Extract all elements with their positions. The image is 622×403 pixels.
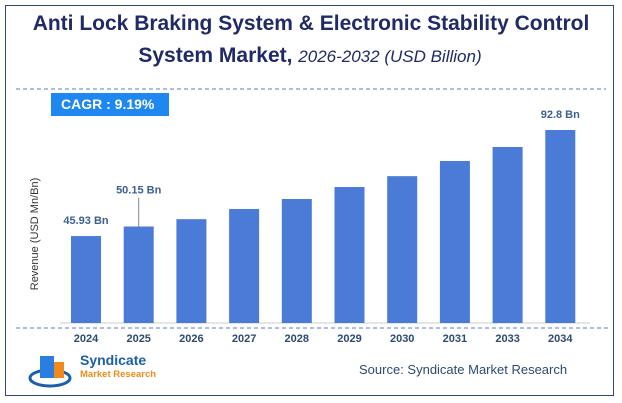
bar-2028 [281,199,312,323]
bar-2033 [492,146,523,323]
chart-subtitle: 2026-2032 (USD Billion) [298,47,482,66]
bar-2025 [123,226,154,323]
bar-2030 [387,176,418,323]
chart-title: Anti Lock Braking System & Electronic St… [32,12,590,35]
x-tick-label: 2028 [285,333,309,345]
bar-2027 [229,208,260,323]
bar-2029 [334,187,365,323]
x-tick-label: 2031 [443,333,467,345]
data-label: 92.8 Bn [541,109,580,121]
bar-2031 [439,161,470,323]
x-tick-label: 2029 [337,333,361,345]
data-label: 45.93 Bn [63,215,109,227]
data-label: 50.15 Bn [116,185,162,197]
bar-2026 [176,219,207,323]
x-tick-label: 2025 [126,333,150,345]
frame-border [5,5,614,396]
x-tick-label: 2026 [179,333,203,345]
logo-subtitle: Market Research [80,369,157,380]
x-tick-label: 2030 [390,333,414,345]
x-tick-label: 2033 [495,333,519,345]
x-tick-label: 2027 [232,333,256,345]
cagr-badge: CAGR : 9.19% [51,93,169,116]
bar-2024 [71,236,101,323]
chart-title-line2: System Market, [138,44,293,67]
bar-2034 [545,130,576,323]
source-note: Source: Syndicate Market Research [359,362,568,377]
x-tick-label: 2024 [74,333,99,345]
x-tick-label: 2034 [548,333,573,345]
logo-icon [28,356,72,388]
logo-name: Syndicate [80,352,147,368]
